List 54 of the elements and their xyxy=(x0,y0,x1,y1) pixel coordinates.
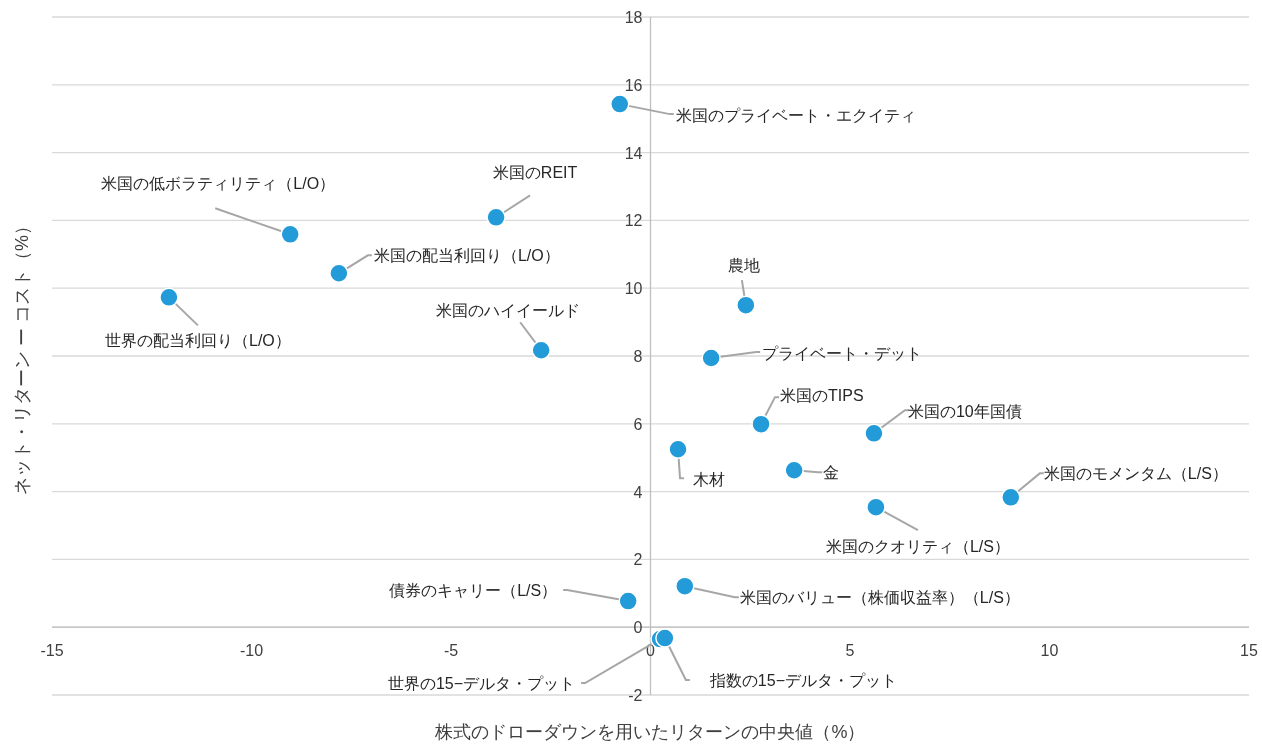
y-tick-label: 6 xyxy=(633,415,643,433)
annotation: プライベート・デット xyxy=(762,345,923,363)
annotation: 世界の配当利回り（L/O） xyxy=(105,332,291,350)
annotation: 債券のキャリー（L/S） xyxy=(389,582,558,600)
point xyxy=(751,414,771,434)
annotation: 金 xyxy=(823,464,840,482)
annotation: 米国のクオリティ（L/S） xyxy=(825,538,1010,556)
annotation: 米国のハイイールド xyxy=(436,302,581,320)
point xyxy=(610,94,630,114)
x-tick-label: 15 xyxy=(1240,642,1258,660)
y-tick-label: 4 xyxy=(633,483,643,501)
y-tick-label: -2 xyxy=(628,687,643,704)
annotation: 米国の10年国債 xyxy=(907,403,1022,421)
y-tick-label: 2 xyxy=(633,551,643,569)
point xyxy=(486,207,506,228)
point xyxy=(618,591,638,611)
x-tick-label: -5 xyxy=(443,642,459,660)
x-tick-label: 5 xyxy=(845,642,855,660)
annotation: 農地 xyxy=(727,257,760,275)
point xyxy=(784,460,804,480)
point xyxy=(1001,487,1021,508)
x-tick-label: -10 xyxy=(239,642,264,660)
y-tick-label: 8 xyxy=(633,348,643,365)
y-tick-label: 14 xyxy=(624,144,643,162)
point xyxy=(675,576,695,596)
annotation: 米国のTIPS xyxy=(780,387,864,405)
point xyxy=(531,340,551,360)
y-axis-title: ネット・リターン ー コスト（%） xyxy=(12,216,32,496)
annotation: 米国のバリュー（株価収益率）（L/S） xyxy=(739,589,1020,607)
x-tick-label: 10 xyxy=(1040,642,1059,660)
x-tick-label: -15 xyxy=(40,642,64,660)
annotation: 米国の配当利回り（L/O） xyxy=(373,247,560,265)
annotation: 米国のプライベート・エクイティ xyxy=(675,107,916,125)
annotation: 米国のモメンタム（L/S） xyxy=(1043,465,1228,483)
point xyxy=(736,295,756,315)
annotation: 指数の15−デルタ・プット xyxy=(708,672,897,690)
annotation: 木材 xyxy=(693,471,726,489)
y-tick-label: 12 xyxy=(624,212,643,230)
annotation: 米国のREIT xyxy=(492,164,578,182)
point xyxy=(280,224,300,245)
y-tick-label: 18 xyxy=(624,9,643,26)
point xyxy=(864,423,884,444)
point xyxy=(866,497,886,517)
y-tick-label: 16 xyxy=(624,76,643,94)
y-tick-label: 10 xyxy=(624,280,643,298)
point xyxy=(329,263,349,284)
point xyxy=(701,348,721,368)
x-axis-title: 株式のドローダウンを用いたリターンの中央値（%） xyxy=(434,722,866,742)
point xyxy=(668,439,688,459)
annotation: 世界の15−デルタ・プット xyxy=(387,675,576,693)
point xyxy=(655,628,675,648)
y-tick-label: 0 xyxy=(633,619,643,637)
annotation: 米国の低ボラティリティ（L/O） xyxy=(101,175,336,193)
point xyxy=(159,287,179,308)
